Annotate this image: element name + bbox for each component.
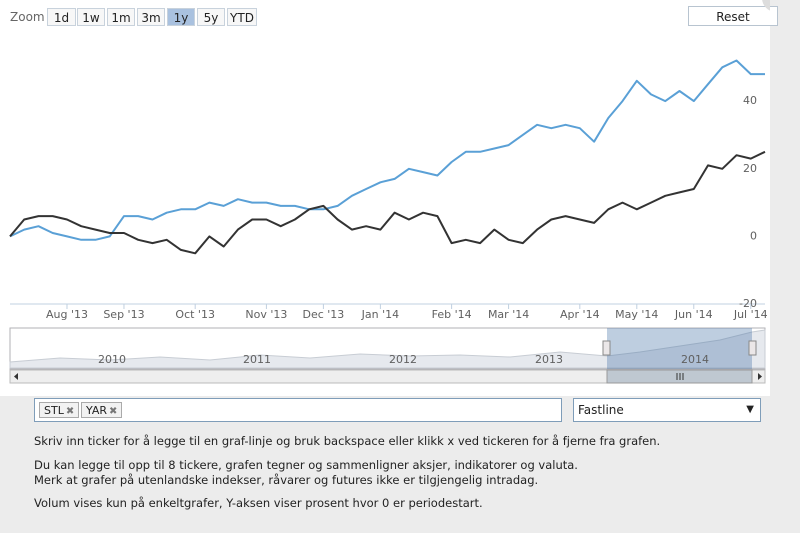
scroll-right[interactable] bbox=[758, 373, 762, 380]
reset-button[interactable]: Reset bbox=[688, 6, 778, 26]
ticker-chip[interactable]: STL ✖ bbox=[39, 402, 80, 418]
navigator-label: 2011 bbox=[243, 353, 271, 366]
zoom-button[interactable]: 1y bbox=[167, 8, 195, 26]
series-line bbox=[9, 150, 766, 255]
x-tick-label: Jun '14 bbox=[674, 308, 713, 321]
ticker-chip[interactable]: YAR ✖ bbox=[81, 402, 123, 418]
series-line bbox=[9, 59, 765, 241]
ticker-input[interactable]: STL ✖ YAR ✖ bbox=[34, 398, 562, 422]
help-text: Du kan legge til opp til 8 tickere, graf… bbox=[34, 458, 578, 472]
x-tick-label: May '14 bbox=[615, 308, 658, 321]
corner-decor bbox=[762, 0, 770, 11]
navigator-selection[interactable] bbox=[607, 328, 752, 369]
ticker-name: STL bbox=[44, 404, 64, 417]
help-text: Merk at grafer på utenlandske indekser, … bbox=[34, 473, 539, 487]
x-tick-label: Oct '13 bbox=[175, 308, 215, 321]
remove-icon[interactable]: ✖ bbox=[65, 406, 75, 417]
zoom-button[interactable]: 1m bbox=[107, 8, 135, 26]
chart-type-select[interactable]: Fastline ▼ bbox=[573, 398, 761, 422]
navigator-handle[interactable] bbox=[602, 340, 611, 356]
navigator-label: 2012 bbox=[389, 353, 417, 366]
x-tick-label: Jul '14 bbox=[733, 308, 768, 321]
navigator-handle[interactable] bbox=[748, 340, 757, 356]
ticker-name: YAR bbox=[86, 404, 108, 417]
y-tick-label: -20 bbox=[739, 297, 757, 310]
select-value: Fastline bbox=[578, 403, 624, 417]
y-tick-label: 0 bbox=[750, 229, 757, 242]
x-tick-label: Aug '13 bbox=[46, 308, 88, 321]
x-tick-label: Dec '13 bbox=[302, 308, 344, 321]
zoom-button[interactable]: 5y bbox=[197, 8, 225, 26]
x-tick-label: Apr '14 bbox=[560, 308, 600, 321]
zoom-button[interactable]: 1w bbox=[77, 8, 105, 26]
remove-icon[interactable]: ✖ bbox=[109, 406, 118, 417]
navigator-series bbox=[9, 329, 766, 369]
zoom-button[interactable]: YTD bbox=[227, 8, 257, 26]
scrollbar-grip bbox=[676, 373, 684, 380]
navigator-label: 2014 bbox=[681, 353, 709, 366]
scroll-left[interactable] bbox=[14, 373, 18, 380]
y-tick-label: 20 bbox=[743, 162, 757, 175]
help-text: Skriv inn ticker for å legge til en graf… bbox=[34, 434, 661, 448]
dropdown-arrow: ▼ bbox=[746, 404, 754, 415]
x-tick-label: Feb '14 bbox=[432, 308, 472, 321]
navigator-label: 2010 bbox=[98, 353, 126, 366]
y-tick-label: 40 bbox=[743, 94, 757, 107]
x-tick-label: Sep '13 bbox=[103, 308, 144, 321]
navigator-label: 2013 bbox=[535, 353, 563, 366]
x-tick-label: Jan '14 bbox=[361, 308, 399, 321]
zoom-label: Zoom bbox=[10, 10, 45, 24]
help-text: Volum vises kun på enkeltgrafer, Y-aksen… bbox=[34, 496, 483, 510]
x-tick-label: Mar '14 bbox=[488, 308, 529, 321]
zoom-button[interactable]: 1d bbox=[47, 8, 76, 26]
x-tick-label: Nov '13 bbox=[245, 308, 287, 321]
chart: -20 0 20 40 Aug '13 Sep '13 Oct '13 Nov '13 Dec … bbox=[9, 0, 770, 384]
scrollbar[interactable] bbox=[9, 369, 766, 384]
zoom-button[interactable]: 3m bbox=[137, 8, 165, 26]
